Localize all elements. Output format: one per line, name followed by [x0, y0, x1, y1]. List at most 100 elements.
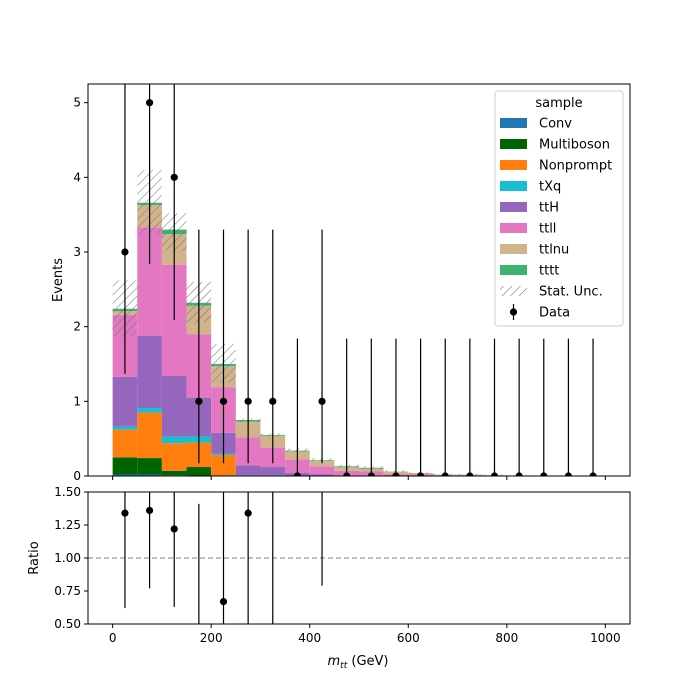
legend-label: ttlnu — [539, 243, 569, 258]
legend-swatch — [500, 265, 527, 275]
legend-item-stat-unc-: Stat. Unc. — [500, 285, 603, 300]
data-point — [170, 173, 178, 181]
bar-nonprompt — [211, 455, 236, 476]
data-point — [490, 472, 499, 476]
data-point — [145, 99, 154, 107]
ratio-y-tick-label: 0.75 — [54, 584, 81, 598]
legend-item-ttll: ttll — [500, 222, 556, 237]
legend-swatch — [500, 286, 527, 296]
data-point — [515, 472, 523, 476]
bar-multiboson — [137, 458, 162, 475]
legend-swatch-marker — [509, 308, 518, 316]
ratio-x-tick-label: 1000 — [590, 631, 621, 645]
ratio-point — [244, 509, 252, 517]
legend-item-conv: Conv — [500, 117, 572, 132]
legend-swatch — [500, 139, 527, 149]
data-point — [343, 472, 351, 476]
data-point — [441, 472, 449, 476]
legend-swatch — [500, 202, 527, 212]
bar-conv — [137, 474, 162, 476]
legend-label: tXq — [539, 180, 561, 195]
x-axis-label-unit: (GeV) — [347, 654, 388, 669]
bar-multiboson — [112, 457, 138, 475]
bar-tth — [161, 375, 187, 437]
legend-swatch — [500, 118, 527, 128]
ratio-point — [121, 509, 129, 517]
ratio-y-tick-label: 1.00 — [54, 551, 81, 565]
data-point — [416, 472, 425, 476]
main-y-tick-label: 5 — [73, 96, 81, 110]
stack-nonprompt — [112, 412, 236, 476]
ratio-plot-panel: 0 200 400 600 800 1000 0.50 0.75 1.00 1.25 1.50 Ra… — [27, 485, 631, 671]
legend-item-nonprompt: Nonprompt — [500, 159, 612, 174]
legend-label: tttt — [539, 264, 559, 279]
data-point — [244, 397, 252, 405]
legend-swatch — [500, 181, 527, 191]
bar-nonprompt — [112, 429, 138, 458]
legend-item-tttt: tttt — [500, 264, 559, 279]
bar-tth — [235, 465, 261, 476]
legend-label: Stat. Unc. — [539, 285, 603, 300]
ratio-x-tick-label: 800 — [495, 631, 518, 645]
main-plot-panel: 0 1 2 3 4 5 Events — [51, 83, 631, 483]
ratio-point — [170, 525, 178, 533]
bar-multiboson — [161, 470, 187, 476]
x-axis-label-main: m — [328, 654, 341, 669]
bar-ttll — [309, 466, 335, 475]
bar-nonprompt — [137, 412, 162, 459]
bar-multiboson — [186, 467, 212, 476]
data-point — [367, 472, 375, 476]
data-point — [540, 472, 548, 476]
data-point — [121, 248, 129, 256]
main-y-tick-label: 2 — [73, 320, 81, 334]
data-points — [121, 84, 597, 476]
legend-label: Multiboson — [539, 138, 610, 153]
legend-label: ttH — [539, 201, 559, 216]
ratio-x-tick-label: 600 — [397, 631, 420, 645]
data-point — [466, 472, 474, 476]
legend-item-txq: tXq — [500, 180, 561, 195]
legend: sample Conv Multiboson Nonprompt tXq ttH ttll… — [494, 90, 624, 327]
legend-label: Data — [539, 306, 570, 321]
legend-label: Nonprompt — [539, 159, 612, 174]
legend-label: ttll — [539, 222, 556, 237]
ratio-x-tick-label: 200 — [200, 631, 223, 645]
x-axis-label: mtt (GeV) — [328, 654, 389, 671]
main-y-tick-label: 1 — [73, 394, 81, 408]
data-point — [589, 472, 597, 476]
data-point — [318, 397, 326, 405]
data-point — [392, 472, 400, 476]
ratio-y-axis-label: Ratio — [27, 541, 42, 574]
legend-item-ttlnu: ttlnu — [500, 243, 569, 258]
legend-swatch — [500, 223, 527, 233]
data-point — [219, 397, 228, 405]
ratio-x-tick-label: 0 — [109, 631, 117, 645]
data-point — [195, 397, 203, 405]
data-point — [293, 472, 302, 476]
x-axis-label-subscript: tt — [340, 661, 348, 671]
stack-tth — [112, 335, 384, 476]
bar-ttlnu — [309, 461, 335, 467]
legend-label: Conv — [539, 117, 572, 132]
legend-item-multiboson: Multiboson — [500, 138, 610, 153]
main-y-tick-label: 0 — [73, 469, 81, 483]
main-plot-frame — [87, 83, 631, 477]
main-y-tick-label: 4 — [73, 170, 81, 184]
bar-txq — [112, 426, 138, 430]
main-y-tick-label: 3 — [73, 245, 81, 259]
main-y-axis-label: Events — [51, 258, 66, 302]
ratio-point — [145, 506, 154, 515]
legend-item-tth: ttH — [500, 201, 559, 216]
bar-txq — [137, 408, 162, 413]
bar-conv — [112, 474, 138, 476]
legend-swatch — [500, 160, 527, 170]
data-point — [269, 397, 277, 405]
bar-tth — [309, 474, 335, 476]
ratio-y-tick-label: 1.50 — [54, 485, 81, 499]
bar-tth — [112, 376, 138, 427]
bar-txq — [161, 436, 187, 444]
legend-title: sample — [535, 96, 582, 111]
legend-item-data: Data — [509, 304, 570, 321]
ratio-y-tick-label: 1.25 — [54, 518, 81, 532]
